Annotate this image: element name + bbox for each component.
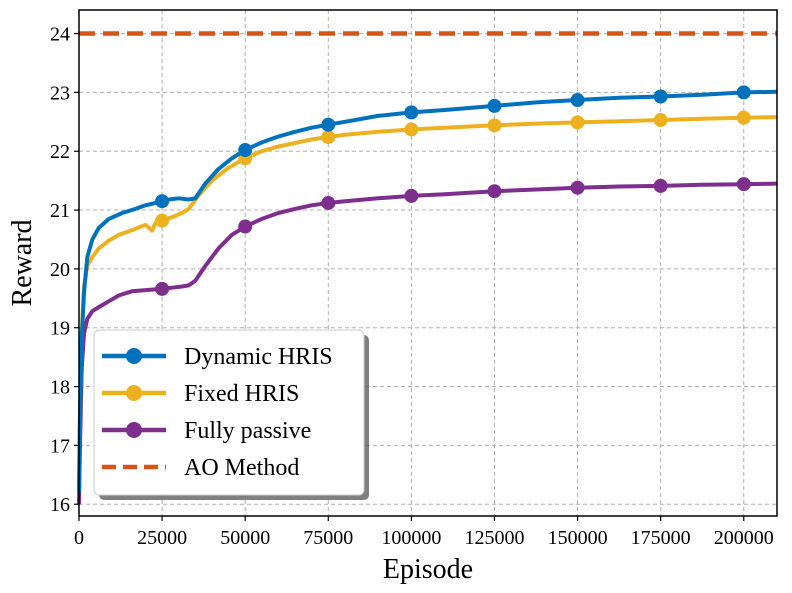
data-point-fixed-hris [321, 130, 336, 145]
plot-frame [78, 9, 778, 517]
y-tick-label: 20 [50, 259, 70, 281]
legend-label-ao-method: AO Method [184, 455, 299, 481]
x-tick-label: 0 [74, 527, 84, 549]
legend-items: Dynamic HRIS Fixed HRIS Fully passive AO Me… [102, 344, 333, 481]
data-point-fully-passive [487, 184, 502, 199]
legend-label-fixed-hris: Fixed HRIS [184, 381, 299, 407]
x-axis-label: Episode [383, 554, 473, 585]
data-point-dynamic-hris [238, 143, 253, 158]
legend-marker-fixed-hris [126, 385, 142, 401]
data-point-dynamic-hris [321, 117, 336, 132]
series-line-fixed-hris [77, 115, 778, 493]
y-tick-label: 24 [50, 24, 70, 46]
data-point-fixed-hris [653, 113, 668, 128]
legend: Dynamic HRIS Fixed HRIS Fully passive AO Me… [93, 329, 369, 500]
y-tick-label: 17 [50, 435, 70, 457]
data-point-dynamic-hris [736, 85, 751, 100]
x-tick-label: 50000 [220, 527, 270, 549]
legend-marker-dynamic-hris [126, 348, 142, 364]
data-point-dynamic-hris [404, 105, 419, 120]
data-point-fixed-hris [155, 213, 170, 228]
data-point-fully-passive [736, 177, 751, 192]
x-tick-label: 75000 [303, 527, 353, 549]
x-tick-label: 200000 [714, 527, 774, 549]
y-tick-label: 18 [50, 377, 70, 399]
series-line-dynamic-hris [77, 89, 778, 493]
legend-box [93, 329, 365, 496]
x-tick-label: 25000 [137, 527, 187, 549]
data-point-fully-passive [570, 180, 585, 195]
y-tick-label: 22 [50, 141, 70, 163]
legend-marker-fully-passive [126, 422, 142, 438]
legend-label-dynamic-hris: Dynamic HRIS [184, 344, 333, 370]
data-point-fully-passive [155, 281, 170, 296]
series-layer [77, 31, 778, 505]
data-point-dynamic-hris [570, 93, 585, 108]
data-point-dynamic-hris [653, 89, 668, 104]
x-tick-label: 100000 [381, 527, 441, 549]
data-point-fully-passive [653, 178, 668, 193]
data-point-fully-passive [238, 219, 253, 234]
legend-label-fully-passive: Fully passive [184, 418, 311, 444]
x-tick-label: 150000 [548, 527, 608, 549]
data-point-dynamic-hris [155, 194, 170, 209]
y-tick-label: 21 [50, 200, 70, 222]
data-point-fully-passive [321, 195, 336, 210]
data-point-fully-passive [404, 188, 419, 203]
y-axis-label: Reward [7, 219, 38, 306]
y-tick-label: 16 [50, 494, 70, 516]
data-point-dynamic-hris [487, 98, 502, 113]
data-point-fixed-hris [570, 115, 585, 130]
series-line-fully-passive [77, 181, 778, 505]
y-tick-label: 23 [50, 82, 70, 104]
x-tick-label: 125000 [464, 527, 524, 549]
data-point-fixed-hris [487, 118, 502, 133]
y-tick-label: 19 [50, 318, 70, 340]
data-point-fixed-hris [404, 122, 419, 137]
x-tick-label: 175000 [631, 527, 691, 549]
ticks: 0 25000 50000 75000 100000 125000 150000 175000… [50, 24, 774, 549]
data-point-fixed-hris [736, 110, 751, 125]
